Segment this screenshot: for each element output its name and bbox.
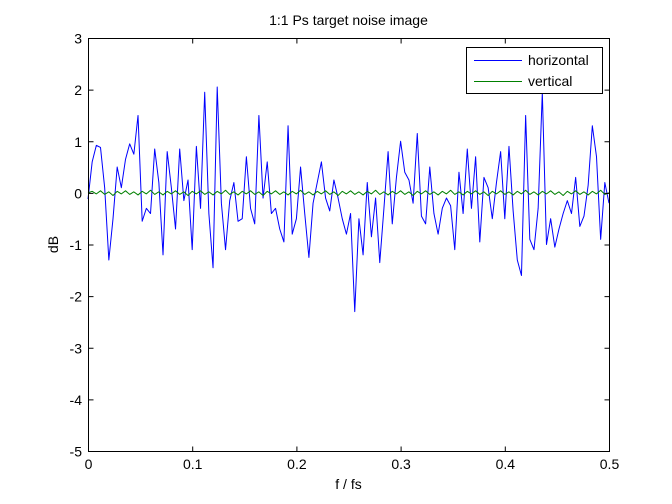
legend-label-vertical: vertical (528, 73, 572, 89)
series-layer (87, 86, 610, 313)
legend-label-horizontal: horizontal (528, 52, 589, 68)
series-line-horizontal (87, 86, 610, 313)
x-tick-label: 0.1 (183, 456, 203, 472)
x-tick-label: 0.5 (600, 456, 620, 472)
y-tick-label: -5 (70, 444, 83, 460)
series-line-vertical (87, 189, 610, 196)
legend-box (466, 47, 603, 94)
y-tick-label: 2 (74, 82, 82, 98)
y-axis-title: dB (45, 236, 61, 253)
y-tick-label: 1 (74, 134, 82, 150)
ticks-layer: 0 0.1 0.2 0.3 0.4 0.5 -5 -4 -3 -2 -1 0 1 2 3 (70, 31, 620, 473)
legend: horizontal vertical (466, 47, 603, 94)
y-tick-label: 3 (74, 31, 82, 47)
chart-title: 1:1 Ps target noise image (269, 12, 428, 28)
y-tick-label: -3 (70, 340, 83, 356)
x-tick-label: 0.2 (287, 456, 307, 472)
x-axis-title: f / fs (335, 476, 361, 492)
x-tick-label: 0.4 (496, 456, 516, 472)
x-tick-label: 0 (85, 456, 93, 472)
y-tick-label: -2 (70, 289, 83, 305)
plot-area (88, 38, 609, 451)
x-tick-label: 0.3 (391, 456, 411, 472)
y-tick-label: 0 (74, 185, 82, 201)
y-tick-label: -1 (70, 237, 83, 253)
y-tick-label: -4 (70, 392, 83, 408)
